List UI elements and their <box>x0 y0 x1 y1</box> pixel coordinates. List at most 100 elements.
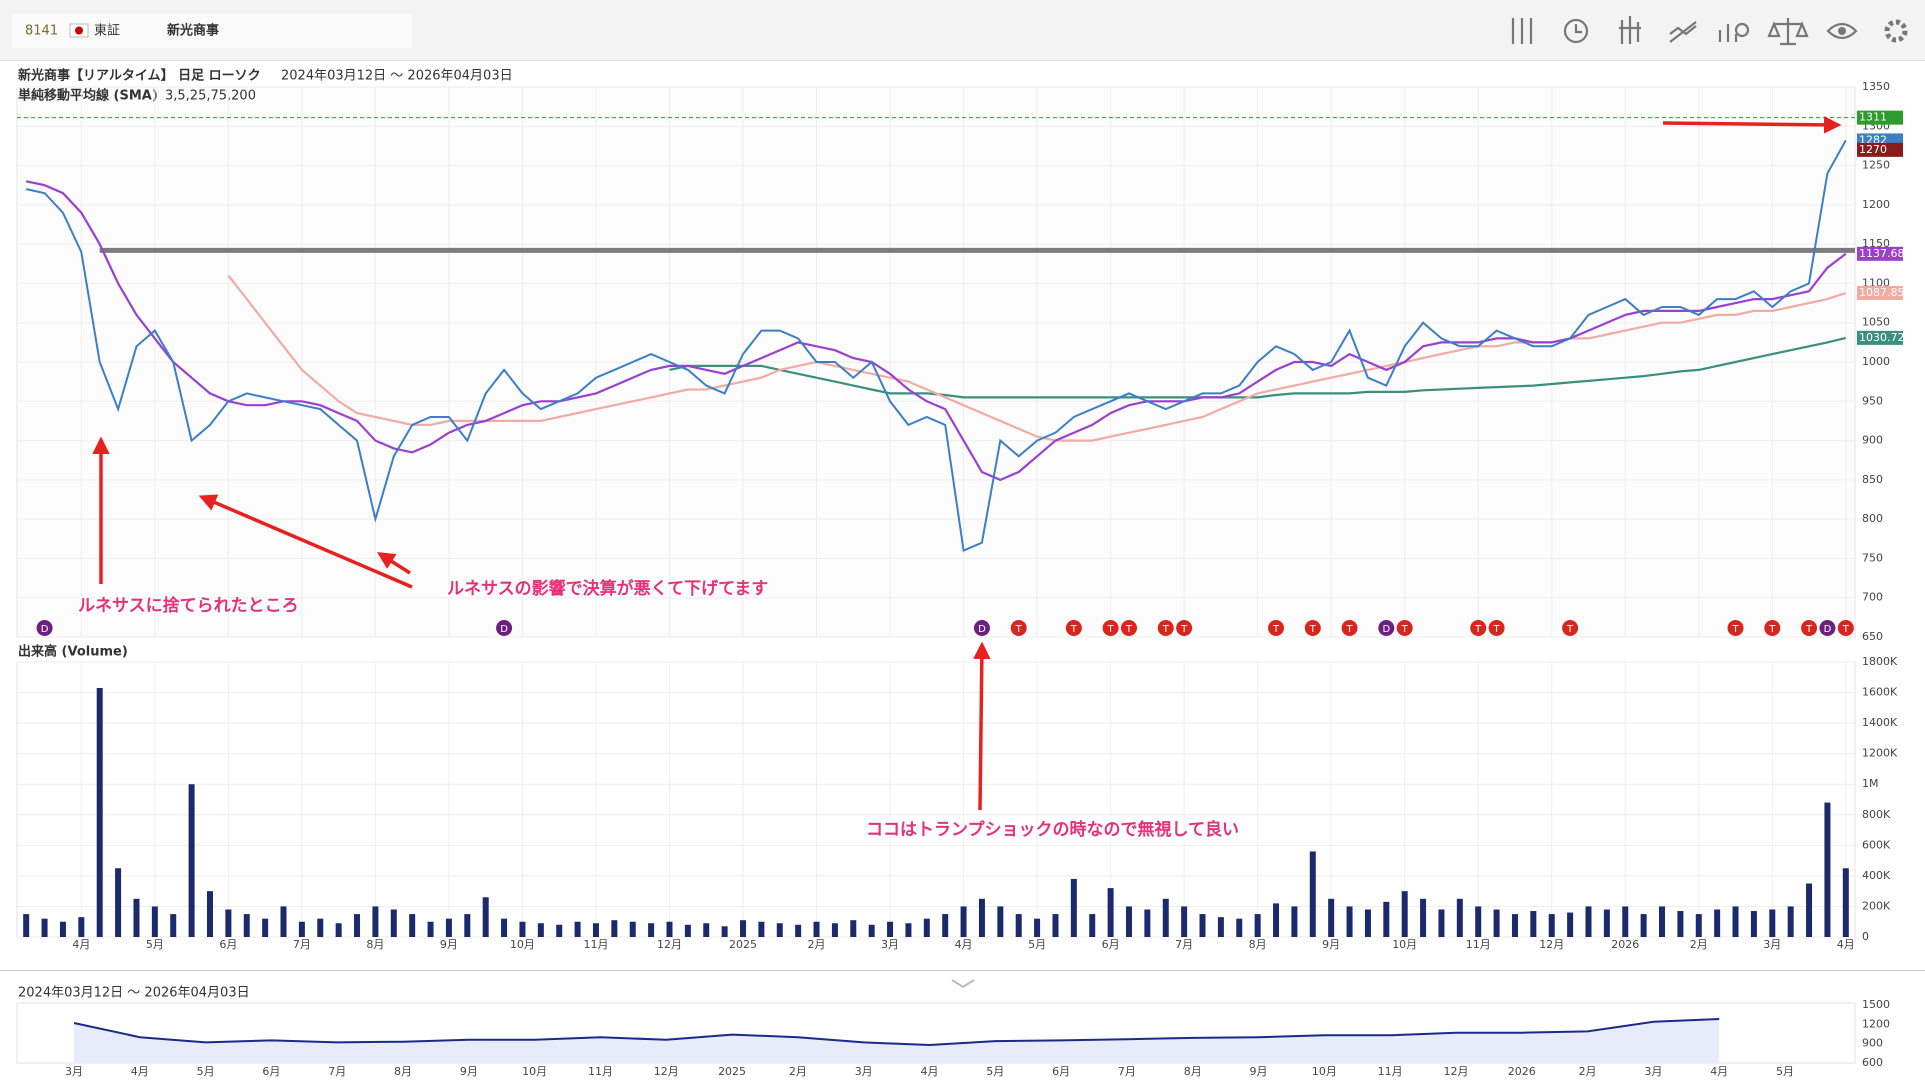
x-tick-label: 2026 <box>1611 938 1639 951</box>
y-tick-label: 1250 <box>1862 159 1890 172</box>
event-marker <box>1120 620 1137 636</box>
x-tick-label: 2026 <box>1508 1065 1536 1078</box>
x-tick-label: 4月 <box>921 1065 939 1078</box>
event-marker <box>1341 620 1358 636</box>
volume-bar <box>813 921 820 937</box>
stock-name: 新光商事 <box>167 23 219 39</box>
event-label: D <box>1824 624 1832 635</box>
volume-bar <box>445 918 452 937</box>
volume-bar <box>1475 906 1482 937</box>
event-marker <box>36 620 53 636</box>
value-tag <box>1857 285 1903 300</box>
tool-icon[interactable] <box>1563 18 1589 44</box>
chart-title: 新光商事【リアルタイム】 日足 ローソク <box>18 68 261 84</box>
y-tick-label: 600K <box>1862 838 1891 851</box>
y-tick-label: 1400K <box>1862 716 1898 729</box>
volume-bar <box>427 921 434 937</box>
x-tick-label: 10月 <box>1312 1065 1337 1078</box>
volume-bar <box>1236 918 1243 937</box>
x-tick-label: 6月 <box>1052 1065 1070 1078</box>
x-tick-label: 8月 <box>394 1065 412 1078</box>
x-tick-label: 11月 <box>583 938 608 951</box>
volume-bar <box>1530 911 1537 937</box>
volume-bar <box>519 921 526 937</box>
volume-bar <box>1254 914 1261 937</box>
y-tick-label: 1M <box>1862 777 1879 790</box>
x-tick-label: 3月 <box>1644 1065 1662 1078</box>
arrow <box>1662 116 1842 134</box>
value-tag-label: 1270 <box>1859 143 1887 156</box>
event-label: T <box>1125 624 1133 635</box>
event-marker <box>1470 620 1487 636</box>
volume-bar <box>225 909 232 937</box>
event-label: T <box>1768 624 1776 635</box>
volume-bar <box>1364 909 1371 937</box>
volume-bar <box>96 687 103 937</box>
annotation: ココはトランプショックの時なので無視して良い <box>866 819 1239 840</box>
event-label: T <box>1401 624 1409 635</box>
volume-bar <box>78 917 85 937</box>
x-tick-label: 2月 <box>1690 938 1708 951</box>
y-tick-label: 1800K <box>1862 655 1898 668</box>
event-label: T <box>1474 624 1482 635</box>
collapse-icon[interactable] <box>951 979 975 989</box>
y-tick-label: 0 <box>1862 930 1869 943</box>
volume-bar <box>206 891 213 937</box>
tool-icon[interactable] <box>1767 18 1809 46</box>
volume-bar <box>850 920 857 937</box>
divider <box>0 60 1925 61</box>
tool-icon[interactable] <box>1826 22 1858 40</box>
x-tick-label: 5月 <box>146 938 164 951</box>
tool-icon[interactable] <box>1884 19 1908 43</box>
volume-bar <box>574 921 581 937</box>
volume-bar <box>501 918 508 937</box>
y-tick-label: 750 <box>1862 551 1883 564</box>
volume-title: 出来高 (Volume) <box>18 644 128 660</box>
tool-icon[interactable] <box>1511 18 1533 44</box>
x-tick-label: 5月 <box>197 1065 215 1078</box>
x-tick-label: 8月 <box>366 938 384 951</box>
value-tag-label: 1137.68 <box>1859 247 1905 260</box>
event-label: T <box>1309 624 1317 635</box>
navigator-area <box>74 1019 1720 1063</box>
x-tick-label: 11月 <box>1378 1065 1403 1078</box>
x-tick-label: 9月 <box>1250 1065 1268 1078</box>
event-marker <box>1819 620 1836 636</box>
y-tick-label: 1200 <box>1862 198 1890 211</box>
event-marker <box>1065 620 1082 636</box>
volume-bar <box>1511 914 1518 937</box>
volume-bar <box>1346 906 1353 937</box>
x-tick-label: 5月 <box>1028 938 1046 951</box>
x-tick-label: 12月 <box>1539 938 1564 951</box>
volume-bar <box>978 898 985 937</box>
volume-bar <box>298 921 305 937</box>
flag-dot <box>75 26 83 35</box>
x-tick-label: 2月 <box>789 1065 807 1078</box>
volume-bar <box>592 923 599 937</box>
volume-bar <box>1750 911 1757 937</box>
x-tick-label: 10月 <box>510 938 535 951</box>
y-tick-label: 400K <box>1862 869 1891 882</box>
volume-bar <box>1842 868 1849 937</box>
toolbar[interactable] <box>1511 16 1908 46</box>
volume-bar <box>1695 914 1702 937</box>
volume-bar <box>740 920 747 937</box>
volume-bar <box>1144 909 1151 937</box>
tool-icon[interactable] <box>1619 16 1641 44</box>
volume-bar <box>1015 914 1022 937</box>
event-marker <box>1764 620 1781 636</box>
event-marker <box>1102 620 1119 636</box>
tool-icon[interactable] <box>1669 21 1697 43</box>
tool-icon[interactable] <box>1718 24 1738 42</box>
volume-bar <box>59 921 66 937</box>
volume-bar <box>115 868 122 937</box>
indicator-params: 3,5,25,75,200 <box>165 89 256 104</box>
event-label: T <box>1180 624 1188 635</box>
chart-subtitle: 2024年03月12日 ～ 2026年04月03日 <box>281 69 513 84</box>
event-label: T <box>1805 624 1813 635</box>
x-tick-label: 7月 <box>328 1065 346 1078</box>
volume-bar <box>464 914 471 937</box>
x-tick-label: 2月 <box>1579 1065 1597 1078</box>
series-line <box>669 336 1847 399</box>
